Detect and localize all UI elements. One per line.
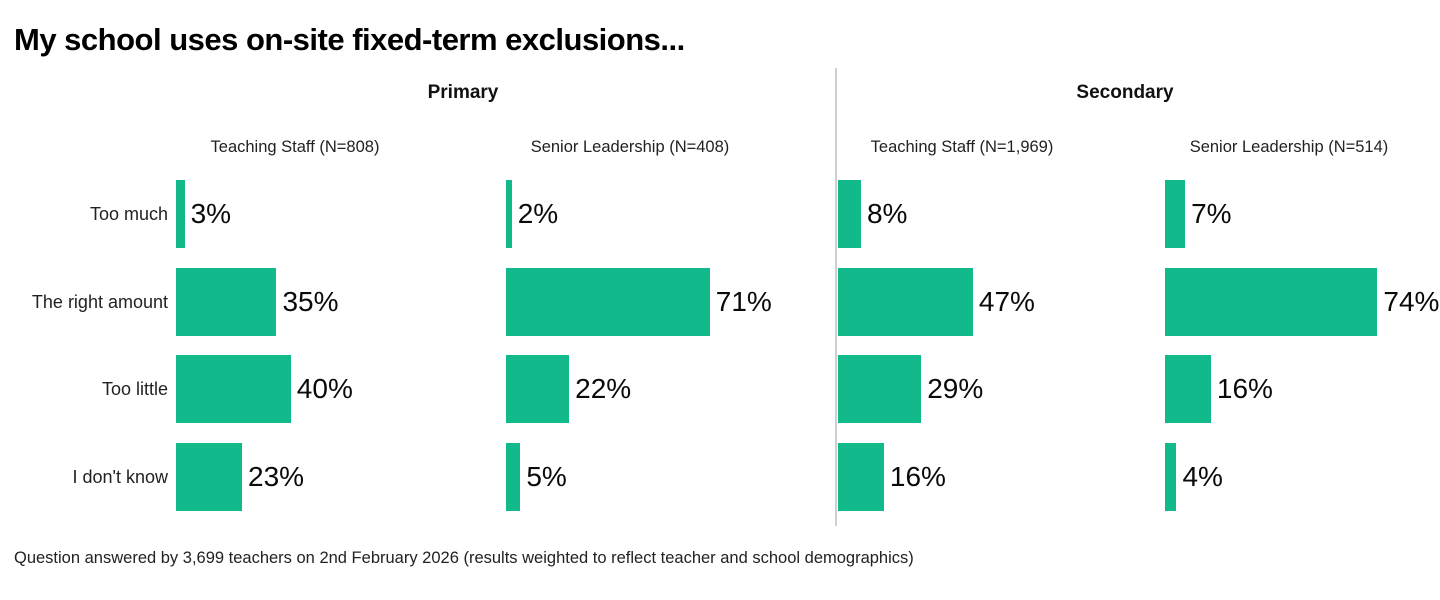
panel-subtitle-text: Teaching Staff (N=808) xyxy=(210,138,380,156)
bar-value-label: 47% xyxy=(978,286,1035,317)
category-label-too-much: Too much xyxy=(89,203,168,224)
panel-subtitle-primary-senior-leadership: Senior Leadership (N=408) xyxy=(510,114,750,158)
bar-secondary-panel1-row4 xyxy=(838,443,884,511)
bar-secondary-panel2-row1 xyxy=(1165,180,1186,248)
bar-primary-panel1-row2 xyxy=(176,268,277,336)
panel-subtitle-text: Teaching Staff (N=1,969) xyxy=(870,138,1054,156)
bar-value-label: 8% xyxy=(866,198,908,229)
panel-subtitle-secondary-senior-leadership: Senior Leadership (N=514) xyxy=(1169,114,1409,158)
bar-primary-panel2-row4 xyxy=(506,443,521,511)
category-label-too-little: Too little xyxy=(101,378,168,399)
bar-secondary-panel2-row3 xyxy=(1165,355,1211,423)
group-divider-line xyxy=(835,68,837,526)
bar-value-label: 40% xyxy=(296,373,353,404)
bar-secondary-panel2-row2 xyxy=(1165,268,1378,336)
bar-value-label: 2% xyxy=(517,198,559,229)
bar-value-label: 4% xyxy=(1182,461,1223,492)
bar-primary-panel2-row3 xyxy=(506,355,570,423)
bar-primary-panel1-row4 xyxy=(176,443,242,511)
panel-subtitle-text: Senior Leadership (N=514) xyxy=(1189,138,1389,156)
panel-subtitle-text: Senior Leadership (N=408) xyxy=(530,138,730,156)
category-label-the-right-amount: The right amount xyxy=(31,291,168,312)
bar-value-label: 23% xyxy=(248,461,305,492)
bar-primary-panel1-row3 xyxy=(176,355,291,423)
bar-primary-panel2-row2 xyxy=(506,268,710,336)
footer-note: Question answered by 3,699 teachers on 2… xyxy=(14,549,914,567)
bar-secondary-panel1-row1 xyxy=(838,180,861,248)
bar-secondary-panel1-row3 xyxy=(838,355,922,423)
bar-value-label: 3% xyxy=(190,198,232,229)
category-label-i-don-t-know: I don't know xyxy=(72,466,169,487)
bar-value-label: 71% xyxy=(715,286,772,317)
bar-value-label: 22% xyxy=(575,373,632,404)
bar-primary-panel1-row1 xyxy=(176,180,185,248)
bar-primary-panel2-row1 xyxy=(506,180,512,248)
bar-value-label: 7% xyxy=(1191,198,1232,229)
bar-secondary-panel1-row2 xyxy=(838,268,973,336)
panel-subtitle-primary-teaching-staff: Teaching Staff (N=808) xyxy=(175,114,415,158)
panel-subtitle-secondary-teaching-staff: Teaching Staff (N=1,969) xyxy=(842,114,1082,158)
bar-value-label: 35% xyxy=(282,286,339,317)
group-header-secondary: Secondary xyxy=(1076,82,1174,103)
bar-value-label: 74% xyxy=(1383,286,1440,317)
bar-value-label: 29% xyxy=(927,373,984,404)
bar-value-label: 16% xyxy=(889,461,946,492)
bar-value-label: 16% xyxy=(1216,373,1273,404)
chart-title: My school uses on-site fixed-term exclus… xyxy=(14,22,685,57)
bar-value-label: 5% xyxy=(526,461,567,492)
group-header-primary: Primary xyxy=(427,82,499,103)
bar-secondary-panel2-row4 xyxy=(1165,443,1177,511)
